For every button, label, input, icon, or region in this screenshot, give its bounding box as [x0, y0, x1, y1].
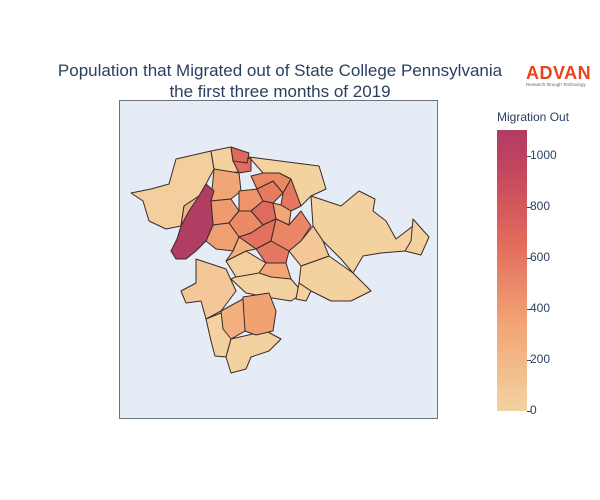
colorbar-tick-label: 800: [530, 198, 551, 213]
region-darkest: [170, 183, 215, 260]
colorbar-gradient: [497, 130, 527, 411]
region-north-red: [230, 146, 250, 164]
chart-title: Population that Migrated out of State Co…: [10, 60, 550, 102]
chart-title-line-1: Population that Migrated out of State Co…: [57, 61, 503, 80]
colorbar-tick-mark: [527, 257, 531, 259]
region-center-6: [280, 178, 302, 212]
region-center-14: [258, 262, 292, 280]
region-south-west: [180, 258, 237, 320]
region-center-5: [250, 172, 292, 194]
chart-title-line-2: the first three months of 2019: [169, 82, 391, 101]
colorbar-tick-mark: [527, 155, 531, 157]
region-center-12: [225, 236, 257, 262]
choropleth-map[interactable]: [120, 101, 437, 418]
colorbar-tick-mark: [527, 206, 531, 208]
region-far-south: [225, 330, 282, 374]
colorbar-tick-mark: [527, 411, 531, 412]
colorbar-tick-mark: [527, 308, 531, 310]
colorbar-ticks: 0 200 400 600 800 1000: [527, 0, 587, 500]
colorbar-title: Migration Out: [497, 110, 570, 124]
logo-tagline: Research through Technology: [526, 82, 586, 87]
advan-logo: ADVAN Research through Technology: [526, 64, 600, 94]
colorbar-tick-label: 200: [530, 351, 551, 366]
logo-wordmark: ADVAN: [526, 63, 592, 83]
colorbar-tick-label: 0: [530, 403, 537, 417]
region-east-inner: [288, 225, 330, 267]
colorbar-tick-label: 600: [530, 249, 551, 264]
colorbar-tick-mark: [527, 359, 531, 361]
region-west-north: [130, 150, 215, 230]
region-center-13: [255, 240, 290, 264]
region-south-left-mid: [220, 298, 246, 340]
map-frame: [119, 100, 438, 419]
region-east-outlier: [404, 218, 430, 256]
region-center-west: [210, 168, 242, 202]
region-south-middle: [240, 292, 277, 336]
region-south-east-small: [295, 282, 312, 302]
colorbar-tick-label: 1000: [530, 147, 557, 162]
colorbar-tick-label: 400: [530, 300, 551, 315]
